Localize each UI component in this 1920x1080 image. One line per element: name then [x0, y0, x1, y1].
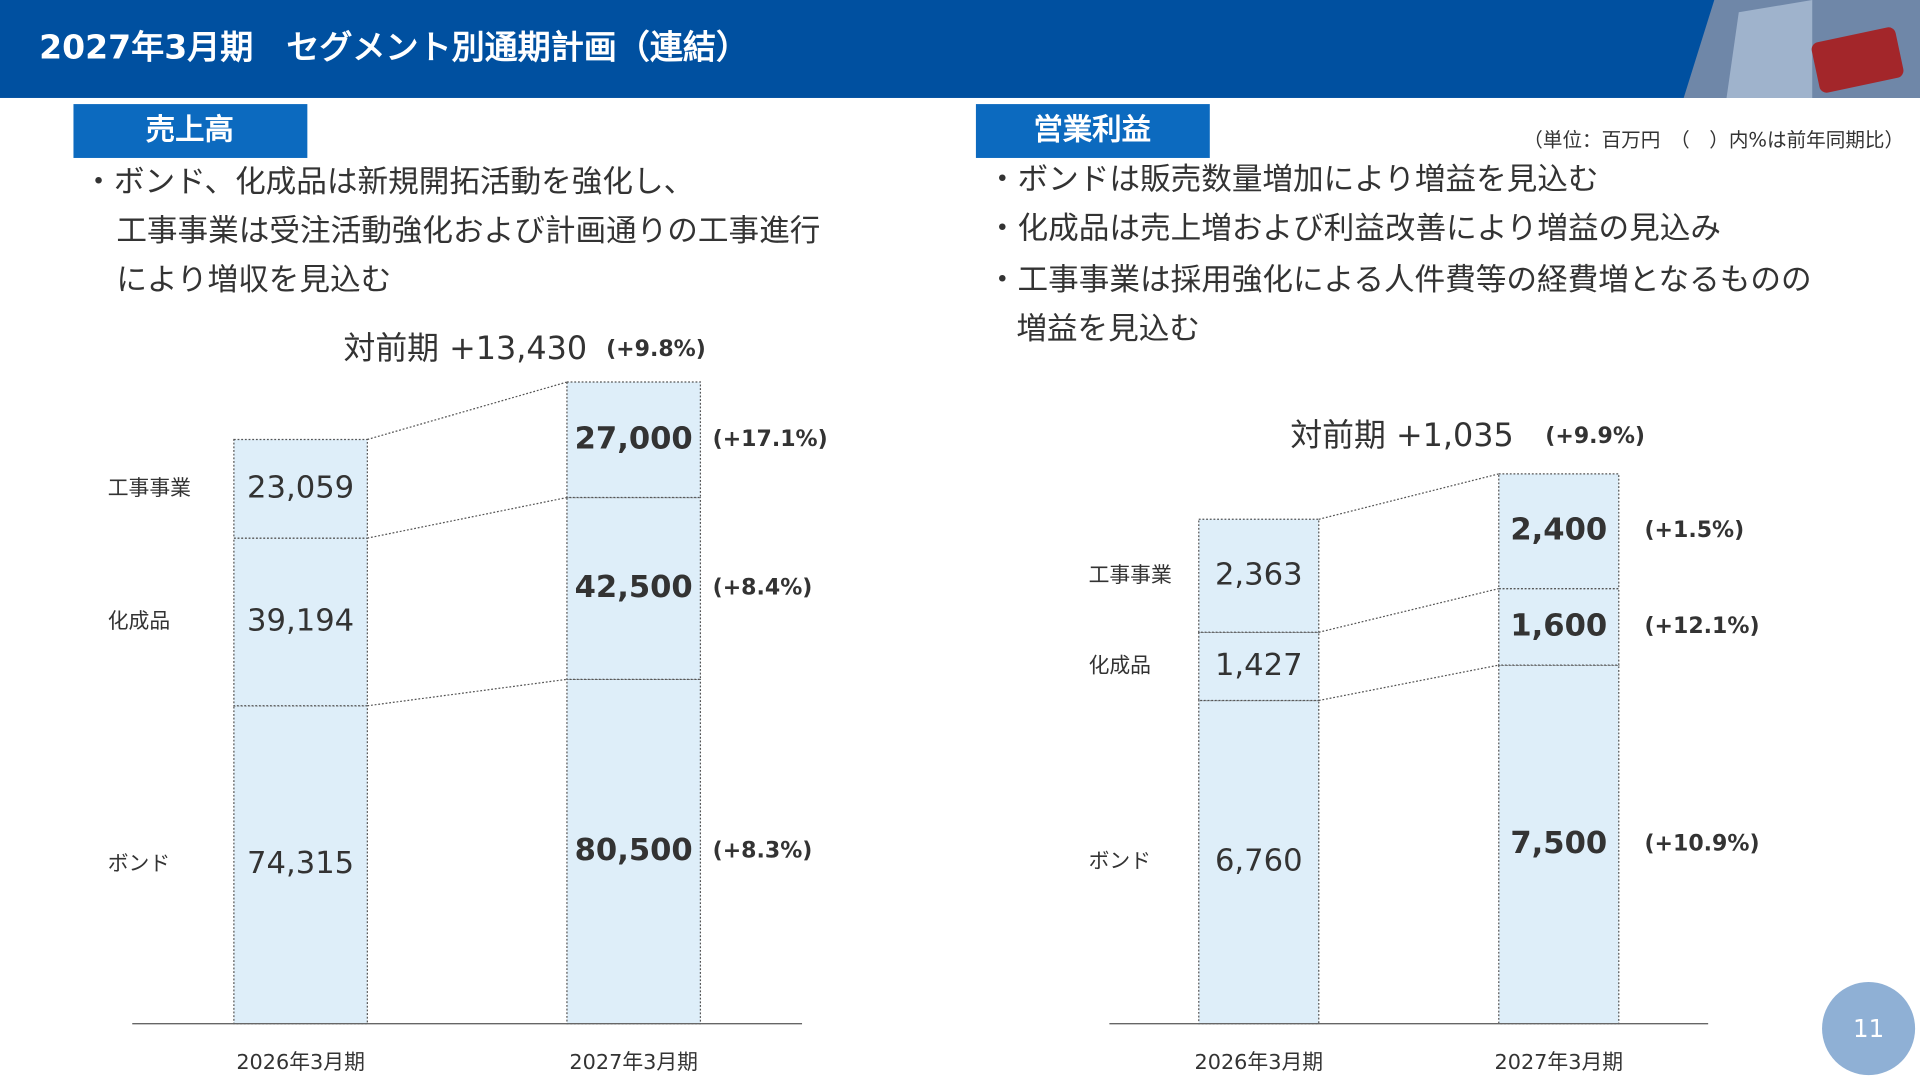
x-tick-label: 2026年3月期: [236, 1050, 365, 1074]
section-label-box: [975, 104, 1210, 158]
logo: [1683, 0, 1920, 98]
x-tick-label: 2026年3月期: [1194, 1050, 1323, 1074]
value-label: 74,315: [247, 846, 354, 881]
bullet-text: ・ボンド、化成品は新規開拓活動を強化し、: [83, 165, 694, 200]
bar-segment: [1498, 588, 1620, 666]
connector-line: [367, 496, 568, 539]
value-label: 1,600: [1510, 608, 1607, 643]
page-number-badge: [1822, 982, 1916, 1076]
series-name: 化成品: [108, 609, 170, 633]
connector-line: [1318, 473, 1499, 520]
header-bar: [0, 0, 1920, 98]
change-label: (+12.1%): [1644, 614, 1759, 639]
value-label: 1,427: [1215, 648, 1303, 683]
x-tick-label: 2027年3月期: [1494, 1050, 1623, 1074]
value-label: 27,000: [575, 421, 693, 456]
value-label: 7,500: [1510, 826, 1607, 861]
bar-segment: [1198, 699, 1320, 1025]
series-name: 工事事業: [108, 476, 191, 500]
value-label: 23,059: [247, 470, 354, 505]
value-label: 6,760: [1215, 844, 1303, 879]
bullet-text: 増益を見込む: [1016, 312, 1200, 347]
value-label: 80,500: [575, 833, 693, 868]
page-number: 11: [1853, 1014, 1884, 1043]
slide-title: 2027年3月期 セグメント別通期計画（連結）: [39, 27, 749, 66]
x-tick-label: 2027年3月期: [569, 1050, 698, 1074]
bullet-text: 工事事業は受注活動強化および計画通りの工事進行: [116, 214, 820, 249]
connector-line: [1318, 588, 1499, 633]
connector-line: [1318, 664, 1499, 702]
annotation: 対前期 +13,430: [343, 329, 587, 367]
bullet-text: により増収を見込む: [116, 263, 391, 298]
bar-segment: [566, 678, 702, 1025]
series-name: 化成品: [1089, 653, 1151, 677]
bar-segment: [566, 381, 702, 499]
change-label: (+8.3%): [713, 839, 813, 864]
series-name: 工事事業: [1089, 563, 1172, 587]
connector-line: [367, 678, 568, 707]
bullet-text: ・ボンドは販売数量増加により増益を見込む: [987, 163, 1599, 198]
unit-note: （単位：百万円 （ ）内%は前年同期比）: [1523, 128, 1904, 151]
change-label: (+10.9%): [1644, 831, 1759, 856]
annotation-change: (+9.8%): [606, 337, 706, 362]
bar-segment: [1198, 518, 1320, 633]
section-label: 売上高: [146, 113, 234, 147]
value-label: 42,500: [575, 570, 693, 605]
annotation-change: (+9.9%): [1545, 424, 1645, 449]
value-label: 2,363: [1215, 557, 1303, 592]
series-name: ボンド: [1089, 849, 1151, 873]
value-label: 2,400: [1510, 513, 1607, 548]
change-label: (+17.1%): [713, 427, 828, 452]
change-label: (+1.5%): [1644, 518, 1744, 543]
value-label: 39,194: [247, 603, 354, 638]
bar-segment: [566, 496, 702, 680]
series-name: ボンド: [108, 852, 170, 876]
bar-segment: [1498, 473, 1620, 590]
bullet-text: ・化成品は売上増および利益改善により増益の見込み: [987, 212, 1721, 247]
connector-line: [367, 381, 568, 441]
bar-segment: [233, 438, 368, 539]
section-label: 営業利益: [1033, 113, 1151, 147]
change-label: (+8.4%): [713, 575, 813, 600]
section-label-box: [73, 104, 308, 158]
bar-segment: [1498, 664, 1620, 1025]
annotation: 対前期 +1,035: [1290, 416, 1513, 454]
bullet-text: ・工事事業は採用強化による人件費等の経費増となるものの: [987, 263, 1812, 298]
